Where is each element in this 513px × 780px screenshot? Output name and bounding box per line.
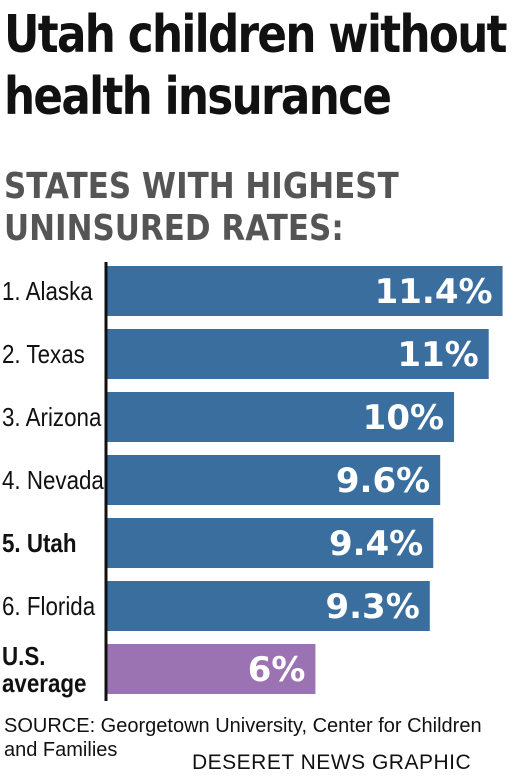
bar-7 [107,644,316,694]
bar-chart: 1. Alaska 11.4% 2. Texas 11% 3. Arizona 10% 4.… [2,262,503,701]
bar-3 [107,392,455,442]
category-label-1: 1. Alaska [2,277,93,306]
value-label-7: 6% [248,650,306,690]
graphic-credit: DESERET NEWS GRAPHIC [192,751,472,774]
source-note: SOURCE: Georgetown University, Center fo… [4,715,482,761]
value-label-1: 11.4% [375,272,493,312]
bar-1 [107,266,503,316]
chart-title-line-2: health insurance [4,67,392,127]
value-label-4: 9.6% [336,461,430,501]
bar-6 [107,581,430,631]
category-label-7: U.S. average [2,642,86,698]
bar-2 [107,329,489,379]
chart-subtitle: STATES WITH HIGHEST UNINSURED RATES: [4,166,399,250]
value-label-2: 11% [397,335,478,375]
category-label-3: 3. Arizona [2,403,102,432]
value-label-6: 9.3% [325,587,419,627]
category-label-5: 5. Utah [2,529,77,558]
bar-4 [107,455,441,505]
category-label-2: 2. Texas [2,340,85,369]
chart-subtitle-line-2: UNINSURED RATES: [4,208,344,249]
value-label-5: 9.4% [329,524,423,564]
value-label-3: 10% [363,398,444,438]
bar-5 [107,518,434,568]
chart-title-line-1: Utah children without [4,5,507,65]
chart-title: Utah children without health insurance [4,4,507,128]
chart-subtitle-line-1: STATES WITH HIGHEST [4,166,399,207]
category-label-6: 6. Florida [2,592,96,621]
category-label-4: 4. Nevada [2,466,104,495]
